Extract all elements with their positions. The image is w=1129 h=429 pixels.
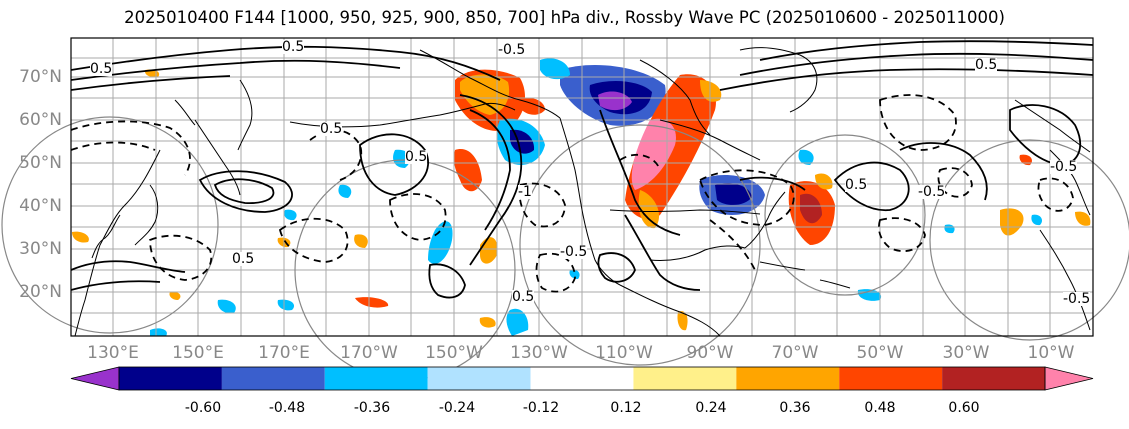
contour-label: -0.5 xyxy=(1050,159,1078,175)
rossby-circle xyxy=(929,139,1129,341)
shading-positive xyxy=(72,231,89,243)
contour-label: -0.5 xyxy=(918,184,946,200)
contour-label: 0.5 xyxy=(405,149,428,165)
shading-positive xyxy=(815,173,833,190)
lon-label: 30°W xyxy=(942,343,990,363)
colorbar-tick-label: -0.36 xyxy=(353,400,391,416)
contour-label: 0.5 xyxy=(90,61,113,77)
shading-positive xyxy=(169,291,181,300)
contour-label: -0.5 xyxy=(560,244,588,260)
rossby-circle xyxy=(519,124,761,366)
lon-label: 170°W xyxy=(340,343,398,363)
colorbar-tick-label: -0.48 xyxy=(268,400,306,416)
contour-label: 0.5 xyxy=(232,251,255,267)
shading-negative xyxy=(428,221,453,264)
map-title: 2025010400 F144 [1000, 950, 925, 900, 85… xyxy=(124,8,1005,27)
colorbar-tick-label: -0.60 xyxy=(184,400,222,416)
lat-label: 50°N xyxy=(19,153,62,173)
contour-label: -0.5 xyxy=(498,42,526,58)
shading-negative xyxy=(715,183,752,205)
lat-label: 70°N xyxy=(19,67,62,87)
rossby-circle xyxy=(1,116,219,334)
colorbar-tick-label: 0.48 xyxy=(864,400,896,416)
contour-label: 0.5 xyxy=(282,39,305,55)
shading-negative xyxy=(284,209,297,221)
lat-label: 30°N xyxy=(19,239,62,259)
shading-negative xyxy=(798,149,814,165)
shading-positive xyxy=(700,80,722,102)
shading-positive xyxy=(638,190,660,229)
shading-positive xyxy=(1075,211,1091,226)
shading-positive xyxy=(677,311,688,331)
contour-label: 0.5 xyxy=(975,57,998,73)
contour-label: -1 xyxy=(518,184,532,200)
shading-positive xyxy=(453,149,482,192)
lon-label: 150°W xyxy=(425,343,483,363)
shading-negative xyxy=(569,269,580,279)
shading-negative xyxy=(1031,214,1043,226)
lon-label: 130°W xyxy=(510,343,568,363)
colorbar-tick-label: 0.36 xyxy=(779,400,811,416)
shading-negative xyxy=(217,299,236,314)
shading-negative xyxy=(338,184,352,198)
lon-label: 130°E xyxy=(87,343,139,363)
lat-label: 40°N xyxy=(19,196,62,216)
shading-negative xyxy=(506,308,529,336)
lon-label: 50°W xyxy=(856,343,904,363)
lat-label: 20°N xyxy=(19,282,62,302)
shading-positive xyxy=(479,317,496,328)
shading-positive xyxy=(631,118,676,190)
shading-positive xyxy=(1000,208,1024,236)
shading-negative xyxy=(277,299,295,311)
shading-positive xyxy=(354,234,368,248)
shading-negative xyxy=(1019,154,1032,166)
lon-label: 70°W xyxy=(771,343,819,363)
colorbar-tick-label: 0.12 xyxy=(610,400,642,416)
colorbar-tick-label: -0.24 xyxy=(438,400,476,416)
colorbar-tick-label: 0.60 xyxy=(948,400,980,416)
contour-label: 0.5 xyxy=(320,121,343,137)
lon-label: 110°W xyxy=(595,343,653,363)
contour-label: -0.5 xyxy=(1063,291,1091,307)
shading-negative xyxy=(150,328,167,336)
contour-label: 0.5 xyxy=(845,177,868,193)
colorbar-tick-label: -0.12 xyxy=(522,400,560,416)
shading-negative xyxy=(540,58,570,80)
lon-label: 10°W xyxy=(1027,343,1075,363)
lat-label: 60°N xyxy=(19,110,62,130)
shading-positive xyxy=(800,193,822,224)
lon-label: 90°W xyxy=(686,343,734,363)
colorbar-tick-label: 0.24 xyxy=(695,400,727,416)
rossby-circle xyxy=(764,134,926,296)
contour-label: 0.5 xyxy=(512,289,535,305)
lon-label: 150°E xyxy=(172,343,224,363)
shading-positive xyxy=(355,297,389,308)
lon-label: 170°E xyxy=(258,343,310,363)
